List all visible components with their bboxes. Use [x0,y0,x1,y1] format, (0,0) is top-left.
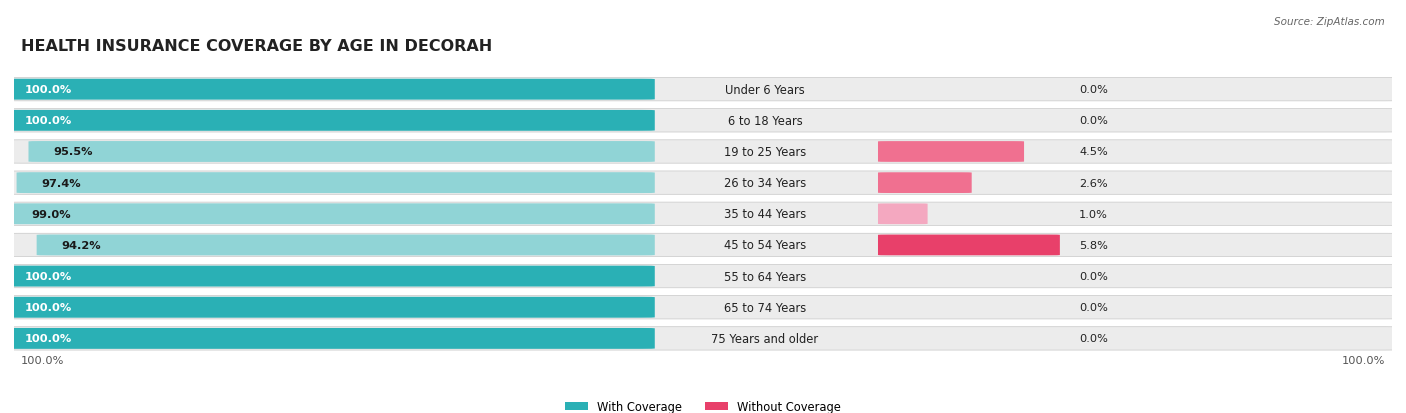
Text: 26 to 34 Years: 26 to 34 Years [724,177,806,190]
Text: 100.0%: 100.0% [25,334,72,344]
FancyBboxPatch shape [17,173,655,194]
Text: 2.6%: 2.6% [1080,178,1108,188]
FancyBboxPatch shape [28,142,655,163]
FancyBboxPatch shape [877,235,1060,256]
FancyBboxPatch shape [7,234,1399,257]
FancyBboxPatch shape [37,235,655,256]
Text: 100.0%: 100.0% [25,302,72,313]
Text: 6 to 18 Years: 6 to 18 Years [728,114,803,128]
Text: 0.0%: 0.0% [1080,85,1108,95]
Text: 100.0%: 100.0% [25,116,72,126]
Text: 0.0%: 0.0% [1080,116,1108,126]
FancyBboxPatch shape [877,204,928,225]
FancyBboxPatch shape [7,327,1399,350]
Text: 55 to 64 Years: 55 to 64 Years [724,270,806,283]
FancyBboxPatch shape [7,171,1399,195]
FancyBboxPatch shape [0,80,655,100]
Text: 97.4%: 97.4% [41,178,82,188]
Text: 45 to 54 Years: 45 to 54 Years [724,239,806,252]
FancyBboxPatch shape [0,111,655,131]
Legend: With Coverage, Without Coverage: With Coverage, Without Coverage [560,395,846,413]
FancyBboxPatch shape [7,296,1399,319]
Text: HEALTH INSURANCE COVERAGE BY AGE IN DECORAH: HEALTH INSURANCE COVERAGE BY AGE IN DECO… [21,39,492,54]
Text: 0.0%: 0.0% [1080,271,1108,281]
FancyBboxPatch shape [0,266,655,287]
Text: 65 to 74 Years: 65 to 74 Years [724,301,806,314]
FancyBboxPatch shape [0,297,655,318]
Text: 100.0%: 100.0% [1341,355,1385,365]
Text: 4.5%: 4.5% [1080,147,1108,157]
Text: 94.2%: 94.2% [62,240,101,250]
FancyBboxPatch shape [877,173,972,194]
Text: 0.0%: 0.0% [1080,302,1108,313]
FancyBboxPatch shape [7,265,1399,288]
FancyBboxPatch shape [7,109,1399,133]
FancyBboxPatch shape [0,328,655,349]
Text: 100.0%: 100.0% [25,85,72,95]
Text: 0.0%: 0.0% [1080,334,1108,344]
Text: 100.0%: 100.0% [25,271,72,281]
Text: 75 Years and older: 75 Years and older [711,332,818,345]
Text: Source: ZipAtlas.com: Source: ZipAtlas.com [1274,17,1385,26]
FancyBboxPatch shape [7,78,1399,102]
Text: 19 to 25 Years: 19 to 25 Years [724,146,806,159]
Text: Under 6 Years: Under 6 Years [725,83,804,97]
FancyBboxPatch shape [7,204,655,225]
Text: 5.8%: 5.8% [1080,240,1108,250]
Text: 35 to 44 Years: 35 to 44 Years [724,208,806,221]
Text: 95.5%: 95.5% [53,147,93,157]
Text: 99.0%: 99.0% [31,209,70,219]
Text: 100.0%: 100.0% [21,355,65,365]
FancyBboxPatch shape [877,142,1024,162]
FancyBboxPatch shape [7,203,1399,226]
Text: 1.0%: 1.0% [1080,209,1108,219]
FancyBboxPatch shape [7,140,1399,164]
